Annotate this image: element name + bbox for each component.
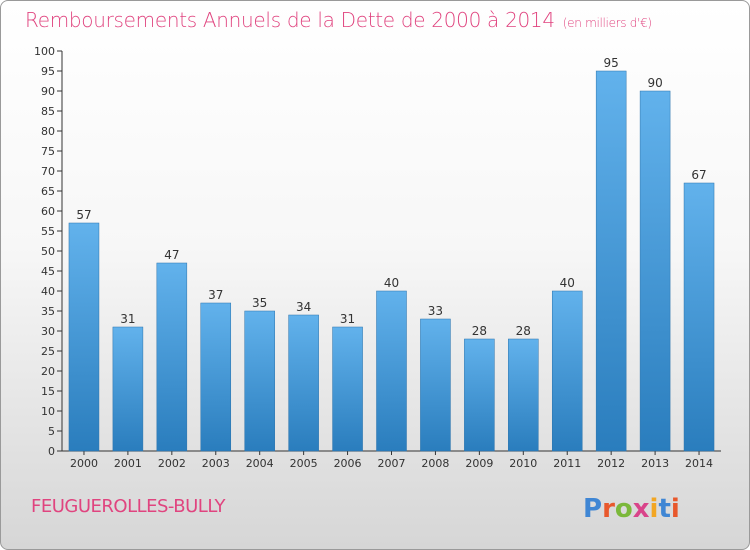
logo-letter: i: [671, 494, 680, 524]
data-label-2001: 31: [120, 312, 135, 326]
y-tick-label: 70: [41, 165, 55, 178]
y-tick-label: 5: [48, 425, 55, 438]
x-tick-label-2008: 2008: [421, 457, 449, 470]
title-unit: (en milliers d'€): [562, 16, 652, 30]
data-label-2003: 37: [208, 288, 223, 302]
y-tick-label: 60: [41, 205, 55, 218]
x-tick-label-2009: 2009: [465, 457, 493, 470]
y-tick-label: 100: [34, 45, 55, 58]
logo-letter: x: [633, 494, 650, 524]
bar-2004: [244, 310, 275, 452]
logo-letter: r: [602, 494, 615, 524]
bar-2009: [464, 338, 495, 452]
data-label-2000: 57: [76, 208, 91, 222]
x-tick-label-2012: 2012: [597, 457, 625, 470]
data-label-2005: 34: [296, 300, 311, 314]
logo-letter: P: [583, 494, 602, 524]
data-label-2014: 67: [691, 168, 706, 182]
bar-2001: [112, 326, 144, 452]
y-tick-label: 90: [41, 85, 55, 98]
bar-2007: [376, 290, 407, 452]
x-tick-label-2004: 2004: [246, 457, 274, 470]
x-tick-label-2010: 2010: [509, 457, 537, 470]
chart-title: Remboursements Annuels de la Dette de 20…: [25, 8, 652, 32]
bar-2005: [288, 314, 319, 452]
data-label-2012: 95: [604, 56, 619, 70]
title-text: Remboursements Annuels de la Dette de 20…: [25, 8, 555, 32]
x-tick-label-2002: 2002: [158, 457, 186, 470]
x-tick-label-2011: 2011: [553, 457, 581, 470]
bar-2006: [332, 326, 363, 452]
bar-2010: [508, 338, 539, 452]
data-label-2008: 33: [428, 304, 443, 318]
x-tick-label-2001: 2001: [114, 457, 142, 470]
y-tick-label: 55: [41, 225, 55, 238]
logo-letter: i: [650, 494, 659, 524]
y-tick-label: 40: [41, 285, 55, 298]
chart-bars: 57 31 47 37 35 34 31 40 33 28 28 40 95 90 67: [68, 56, 715, 452]
bar-2012: [595, 70, 627, 452]
bar-2013: [639, 90, 671, 452]
chart-axes: 0 5 10 15 20 25 30 35 40 45 50 55 60 65 70 75 80 85 90 95 10…: [34, 45, 721, 470]
bar-2000: [68, 222, 100, 452]
data-label-2010: 28: [516, 324, 531, 338]
y-tick-label: 35: [41, 305, 55, 318]
bar-2011: [551, 290, 583, 452]
y-tick-label: 0: [48, 445, 55, 458]
y-tick-label: 50: [41, 245, 55, 258]
y-tick-label: 15: [41, 385, 55, 398]
x-tick-label-2000: 2000: [70, 457, 98, 470]
y-tick-label: 45: [41, 265, 55, 278]
data-label-2011: 40: [560, 276, 575, 290]
x-tick-label-2006: 2006: [334, 457, 362, 470]
commune-name: FEUGUEROLLES-BULLY: [31, 496, 225, 517]
data-label-2009: 28: [472, 324, 487, 338]
data-label-2007: 40: [384, 276, 399, 290]
x-tick-label-2013: 2013: [641, 457, 669, 470]
y-tick-label: 25: [41, 345, 55, 358]
x-tick-label-2005: 2005: [290, 457, 318, 470]
y-tick-label: 65: [41, 185, 55, 198]
proxiti-logo: Proxiti: [583, 494, 680, 524]
bar-2002: [156, 262, 188, 452]
y-tick-label: 10: [41, 405, 55, 418]
bar-2014: [683, 182, 715, 452]
y-tick-label: 20: [41, 365, 55, 378]
y-tick-label: 30: [41, 325, 55, 338]
data-label-2002: 47: [164, 248, 179, 262]
bar-2008: [420, 318, 451, 452]
data-label-2013: 90: [647, 76, 662, 90]
y-tick-label: 80: [41, 125, 55, 138]
logo-letter: t: [658, 494, 670, 524]
y-tick-label: 95: [41, 65, 55, 78]
x-tick-label-2003: 2003: [202, 457, 230, 470]
svg-text:Proxiti: Proxiti: [583, 494, 680, 524]
data-label-2004: 35: [252, 296, 267, 310]
y-tick-label: 85: [41, 105, 55, 118]
x-tick-label-2007: 2007: [378, 457, 406, 470]
logo-letter: o: [615, 494, 633, 524]
data-label-2006: 31: [340, 312, 355, 326]
x-tick-label-2014: 2014: [685, 457, 713, 470]
y-tick-label: 75: [41, 145, 55, 158]
bar-2003: [200, 302, 232, 452]
